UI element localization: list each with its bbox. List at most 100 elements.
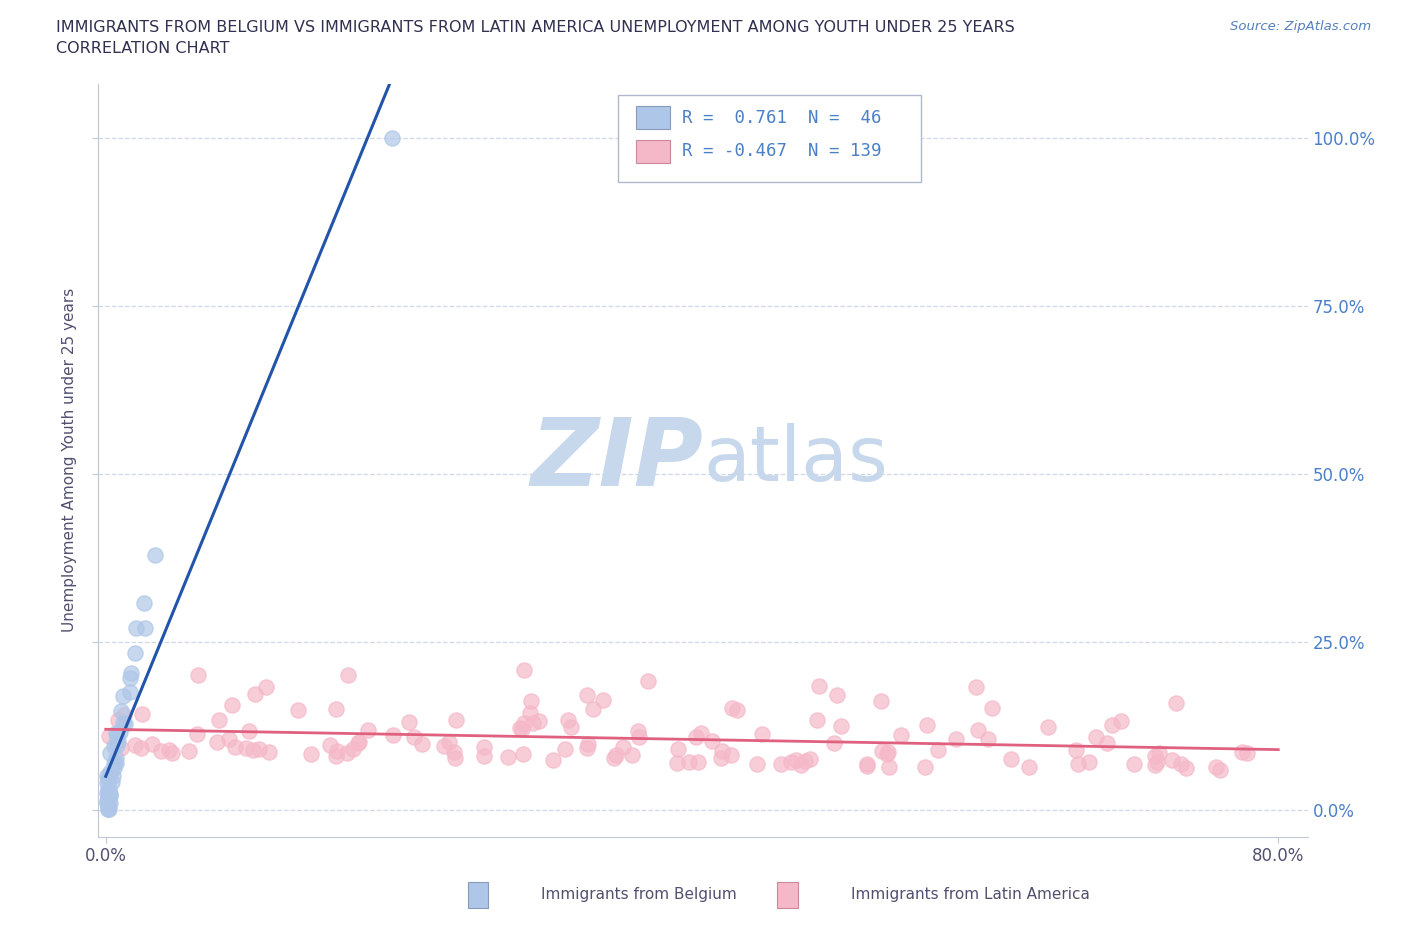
Point <box>980 700 1002 715</box>
Point <box>179 743 201 758</box>
Point <box>1000 751 1022 766</box>
Point <box>627 729 650 744</box>
Point <box>965 680 987 695</box>
Point <box>235 741 257 756</box>
Point <box>627 724 650 738</box>
Point <box>97 802 120 817</box>
Point <box>98 789 121 804</box>
Point <box>404 729 426 744</box>
Point <box>967 723 990 737</box>
Point <box>496 750 519 764</box>
Point <box>522 716 544 731</box>
Point <box>686 754 709 769</box>
Point <box>620 748 643 763</box>
Point <box>702 733 724 748</box>
Bar <box>637 106 671 129</box>
Point <box>100 787 122 802</box>
Point <box>1066 742 1088 757</box>
Point <box>110 703 132 718</box>
Point <box>224 739 246 754</box>
Point <box>103 761 125 776</box>
Point <box>98 764 121 779</box>
Point <box>725 703 748 718</box>
Point <box>807 679 830 694</box>
Point <box>612 739 634 754</box>
Point <box>131 706 153 721</box>
Point <box>785 752 807 767</box>
Point <box>326 744 349 759</box>
Point <box>97 788 120 803</box>
Text: Immigrants from Latin America: Immigrants from Latin America <box>851 887 1090 902</box>
Point <box>97 796 120 811</box>
Point <box>1144 758 1167 773</box>
Point <box>124 646 146 661</box>
Point <box>342 741 364 756</box>
Point <box>96 768 118 783</box>
Point <box>129 741 152 756</box>
Point <box>1209 763 1232 777</box>
Point <box>325 701 347 716</box>
Point <box>398 714 420 729</box>
Point <box>104 751 127 765</box>
Text: R = -0.467  N = 139: R = -0.467 N = 139 <box>682 142 882 161</box>
Point <box>513 663 536 678</box>
Point <box>98 745 121 760</box>
Point <box>98 795 121 810</box>
Point <box>101 775 124 790</box>
Point <box>557 712 579 727</box>
Point <box>945 732 967 747</box>
Text: ZIP: ZIP <box>530 415 703 506</box>
Point <box>98 787 121 802</box>
Point <box>1018 760 1040 775</box>
Point <box>1123 757 1146 772</box>
Point <box>105 726 128 741</box>
Point <box>134 620 156 635</box>
Point <box>218 732 240 747</box>
Point <box>287 702 309 717</box>
Point <box>690 725 713 740</box>
Point <box>125 620 148 635</box>
Point <box>221 698 243 712</box>
Point <box>319 737 342 752</box>
Point <box>472 739 495 754</box>
Text: IMMIGRANTS FROM BELGIUM VS IMMIGRANTS FROM LATIN AMERICA UNEMPLOYMENT AMONG YOUT: IMMIGRANTS FROM BELGIUM VS IMMIGRANTS FR… <box>56 20 1015 35</box>
Point <box>112 708 135 723</box>
Point <box>103 738 125 753</box>
Point <box>799 751 821 766</box>
Point <box>110 740 132 755</box>
Point <box>111 715 134 730</box>
Point <box>751 727 773 742</box>
Point <box>97 784 120 799</box>
Point <box>1236 746 1258 761</box>
Point <box>108 724 131 739</box>
Point <box>141 737 163 751</box>
Point <box>1095 736 1118 751</box>
Point <box>96 795 118 810</box>
Point <box>769 756 792 771</box>
Point <box>157 742 180 757</box>
Point <box>238 724 260 738</box>
Point <box>678 754 700 769</box>
Point <box>205 735 228 750</box>
FancyBboxPatch shape <box>619 95 921 181</box>
Point <box>890 727 912 742</box>
Point <box>877 760 900 775</box>
Point <box>347 735 370 750</box>
Point <box>520 693 543 708</box>
Point <box>1230 745 1253 760</box>
Point <box>1205 759 1227 774</box>
Point <box>242 743 264 758</box>
Point <box>1143 749 1166 764</box>
Point <box>721 700 744 715</box>
Point <box>915 718 938 733</box>
Point <box>745 757 768 772</box>
Point <box>187 668 209 683</box>
Point <box>336 668 359 683</box>
Point <box>510 721 533 736</box>
Point <box>710 743 733 758</box>
Point <box>243 686 266 701</box>
Point <box>107 712 129 727</box>
Point <box>443 745 465 760</box>
Point <box>208 713 231 728</box>
Point <box>806 712 828 727</box>
